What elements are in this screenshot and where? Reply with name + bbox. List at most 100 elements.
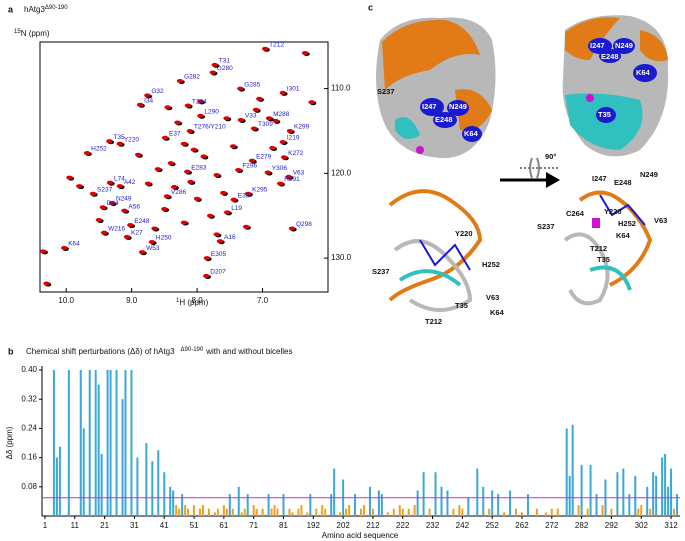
residue-label: T35 <box>598 110 611 119</box>
bar <box>610 508 613 516</box>
surface-right <box>562 15 669 157</box>
residue-label: N249 <box>615 41 633 50</box>
bar <box>661 457 664 516</box>
peak-red <box>197 113 204 118</box>
bar <box>94 370 97 516</box>
peak-red <box>116 141 124 146</box>
bar <box>667 486 670 516</box>
bar <box>240 512 243 516</box>
y-axis-label: 15N (ppm) <box>14 29 50 39</box>
peak-label: D44 <box>107 200 119 207</box>
peak-red <box>209 70 216 75</box>
peak-label: V33 <box>245 113 257 120</box>
peak-red <box>184 103 192 108</box>
residue-label: K64 <box>616 231 631 240</box>
panel-label: a <box>8 4 14 14</box>
peak-red <box>301 51 309 56</box>
bar <box>520 512 523 516</box>
peak-label: A16 <box>224 234 236 241</box>
bar <box>163 472 166 516</box>
residue-label: N249 <box>640 170 658 179</box>
residue-label: T35 <box>455 301 468 310</box>
bar <box>640 505 643 516</box>
bar <box>461 508 464 516</box>
peak-label: T276/Y210 <box>194 124 226 131</box>
peak-label: G280 <box>217 65 233 72</box>
bar <box>300 505 303 516</box>
peak-red <box>61 245 68 250</box>
peak-red <box>106 180 114 185</box>
peak-red <box>229 144 237 149</box>
bar <box>664 453 667 516</box>
bar <box>401 508 404 516</box>
bar <box>151 461 154 516</box>
x-tick-label: 31 <box>130 521 139 530</box>
peak-label: Y220 <box>124 136 140 143</box>
peak-red <box>203 256 211 261</box>
bar <box>440 486 443 516</box>
bar <box>172 490 175 516</box>
peak-label: A56 <box>128 203 140 210</box>
surface-left <box>376 17 496 159</box>
peak-red <box>127 223 134 228</box>
bar <box>452 508 455 516</box>
residue-label: K64 <box>464 129 479 138</box>
x-tick-label: 51 <box>190 521 199 530</box>
bar <box>339 512 342 516</box>
bar <box>52 370 55 516</box>
bar <box>515 508 518 516</box>
bar <box>246 494 249 516</box>
peak-label: M288 <box>273 111 290 118</box>
bar <box>628 494 631 516</box>
residue-label: K64 <box>636 68 651 77</box>
x-tick-label: 10.0 <box>58 296 74 305</box>
bar <box>586 508 589 516</box>
peak-red <box>235 167 242 172</box>
x-tick-label: 312 <box>664 521 678 530</box>
bar <box>106 370 109 516</box>
peak-red <box>206 213 214 218</box>
peak-label: V286 <box>171 189 187 196</box>
bar <box>315 508 318 516</box>
residue-label: H252 <box>618 219 636 228</box>
bar <box>676 494 679 516</box>
bar <box>243 508 246 516</box>
bar <box>497 494 500 516</box>
peak-red <box>186 128 194 133</box>
bar <box>595 494 598 516</box>
bar <box>565 428 568 516</box>
peak-red <box>95 217 103 222</box>
residue-label: T212 <box>425 317 442 326</box>
peak-red <box>308 100 315 105</box>
bar <box>193 505 196 516</box>
bar <box>652 472 655 516</box>
peak-label: N249 <box>116 196 132 203</box>
bar <box>482 486 485 516</box>
x-tick-label: 9.0 <box>126 296 138 305</box>
peak-red <box>220 190 227 195</box>
peak-red <box>144 181 152 186</box>
bar <box>416 490 419 516</box>
cartoon-left <box>388 189 483 312</box>
peak-red <box>200 154 207 159</box>
x-tick-label: 81 <box>279 521 288 530</box>
spectrum-frame <box>39 41 329 293</box>
bar <box>82 428 85 516</box>
bar <box>413 505 416 516</box>
bar <box>306 512 309 516</box>
bar <box>655 475 658 516</box>
peak-label: D207 <box>210 269 226 276</box>
residue-label: H252 <box>482 260 500 269</box>
bar <box>386 512 389 516</box>
title-sup: Δ90-190 <box>181 347 204 353</box>
bar <box>321 505 324 516</box>
peak-red <box>100 230 108 235</box>
residue-label: I247 <box>592 174 607 183</box>
bar <box>228 494 231 516</box>
x-label-sup: 1 <box>176 298 180 304</box>
bar <box>201 505 204 516</box>
y-tick-label: 0.08 <box>21 482 37 491</box>
bar <box>637 508 640 516</box>
peak-label: G285 <box>244 81 260 88</box>
